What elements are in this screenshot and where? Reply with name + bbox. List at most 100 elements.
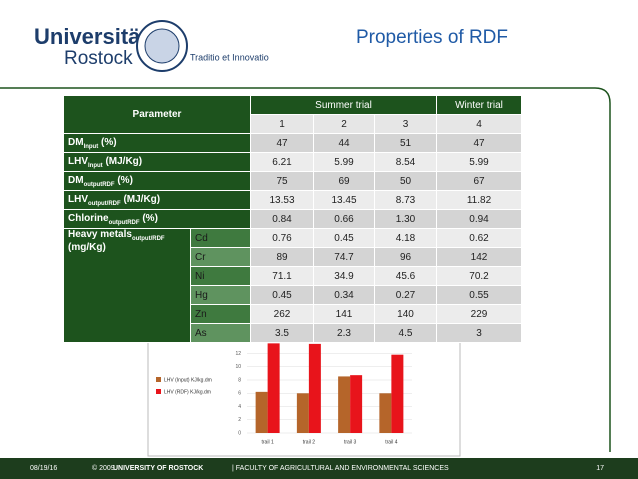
y-tick-label: 4 [238,404,241,410]
row-label: Heavy metalsoutput/RDF (mg/Kg) [63,228,191,343]
label-part: (%) [117,174,133,186]
label-part: (%) [101,136,117,148]
table-cell: 142 [436,247,522,267]
table-cell: 96 [374,247,437,267]
bar [350,375,363,433]
table-cell: 45.6 [374,266,437,286]
table-cell: 140 [374,304,437,324]
footer-faculty: | FACULTY OF AGRICULTURAL AND ENVIRONMEN… [232,465,449,472]
table-cell: 4.5 [374,323,437,343]
label-part: Input [88,162,103,169]
table-cell: 5.99 [313,152,375,172]
legend-label: LHV (RDF) KJ/kg.dm [164,389,211,395]
label-part: (mg/Kg) [68,242,106,253]
table-row: DMInput (%) 47 44 51 47 [63,133,522,153]
element-label: Hg [190,285,251,305]
element-label: Ni [190,266,251,286]
table-cell: 262 [250,304,314,324]
x-tick-label: trail 2 [303,439,315,445]
label-part: DM [68,136,84,148]
bar [379,393,392,433]
table-cell: 0.45 [313,228,375,248]
footer-bar [0,458,638,479]
table-row: Zn 262 141 140 229 [64,304,522,324]
table-cell: 67 [436,171,522,191]
table-cell: 1.30 [374,209,437,229]
label-part: output/RDF [88,200,121,207]
table-cell: 6.21 [250,152,314,172]
label-part: Heavy metals [68,229,132,240]
logo-seal [144,28,180,64]
bar [338,376,351,433]
slide-title: Properties of RDF [356,27,508,48]
table-cell: 0.94 [436,209,522,229]
element-label: As [190,323,251,343]
table-cell: 74.7 [313,247,375,267]
bar [391,354,404,433]
label-part: Input [83,143,99,150]
legend-swatch [156,389,161,394]
x-tick-label: trail 4 [385,439,397,445]
x-tick-label: trail 3 [344,439,356,445]
table-cell: 4.18 [374,228,437,248]
table-cell: 11.82 [436,190,522,210]
table-cell: 0.66 [313,209,375,229]
label-part: (%) [142,212,158,224]
y-tick-label: 10 [235,364,241,370]
label-part: Chlorine [68,212,109,224]
table-row: Cr 89 74.7 96 142 [64,247,522,267]
table-cell: 3.5 [250,323,314,343]
y-tick-label: 0 [238,430,241,436]
element-label: Cr [190,247,251,267]
column-header: 1 [250,114,314,134]
table-cell: 0.34 [313,285,375,305]
table-row: LHVoutput/RDF (MJ/Kg) 13.53 13.45 8.73 11.82 [63,190,522,210]
table-cell: 75 [250,171,314,191]
row-label: LHVoutput/RDF (MJ/Kg) [63,190,251,210]
header-cell: Summer trial [250,95,437,115]
table-cell: 0.84 [250,209,314,229]
table-cell: 89 [250,247,314,267]
row-label: ChlorineoutputRDF (%) [63,209,251,229]
table-cell: 2.3 [313,323,375,343]
table-cell: 0.27 [374,285,437,305]
bar [308,343,321,433]
table-cell: 50 [374,171,437,191]
logo-name: Universität [34,24,148,49]
table-cell: 69 [313,171,375,191]
y-tick-label: 12 [235,351,241,357]
table-cell: 70.2 [436,266,522,286]
element-label: Zn [190,304,251,324]
legend-label: LHV (Input) KJ/kg.dm [164,377,212,383]
table-cell: 8.73 [374,190,437,210]
frame [0,87,611,452]
table-cell: 44 [313,133,375,153]
table-cell: 0.76 [250,228,314,248]
table-row: Ni 71.1 34.9 45.6 70.2 [64,266,522,286]
legend-swatch [156,377,161,382]
column-header: 3 [374,114,437,134]
bar [255,391,268,433]
table-cell: 0.55 [436,285,522,305]
table-cell: 229 [436,304,522,324]
table-cell: 13.45 [313,190,375,210]
y-tick-label: 6 [238,391,241,397]
bar [296,393,309,433]
column-header: 4 [436,114,522,134]
label-part: (MJ/Kg) [123,193,161,205]
table-cell: 5.99 [436,152,522,172]
footer-page: 17 [596,465,604,472]
table-cell: 71.1 [250,266,314,286]
table-cell: 0.62 [436,228,522,248]
data-table: Parameter Summer trial Winter trial 1 2 3 4 DMI… [63,95,522,343]
footer-university: UNIVERSITY OF ROSTOCK [113,465,203,472]
column-header: 2 [313,114,375,134]
y-tick-label: 8 [238,377,241,383]
table-cell: 51 [374,133,437,153]
row-label: DMInput (%) [63,133,251,153]
table-cell: 8.54 [374,152,437,172]
label-part: outputRDF [83,181,115,188]
label-part: LHV [68,155,88,167]
